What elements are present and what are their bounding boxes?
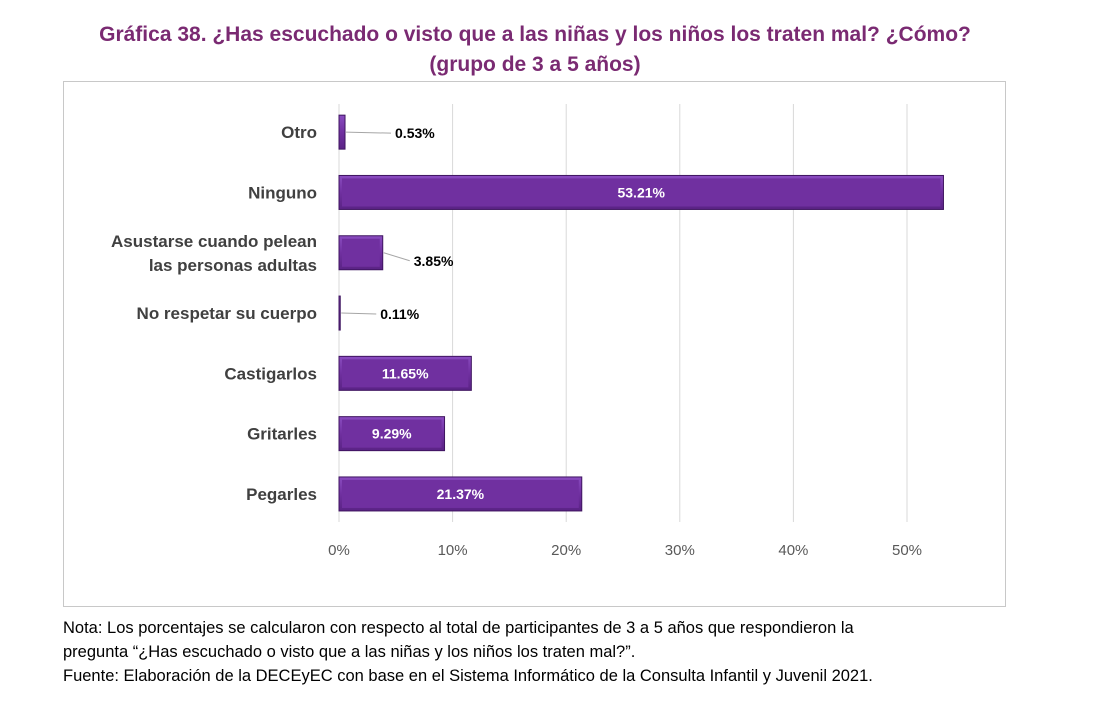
gridlines	[338, 104, 908, 522]
bar-face	[342, 238, 380, 267]
bar-face	[342, 359, 469, 388]
data-label: 0.53%	[395, 125, 435, 141]
notes: Nota: Los porcentajes se calcularon con …	[63, 616, 1063, 688]
bar	[338, 114, 346, 150]
x-tick-label: 40%	[778, 542, 808, 559]
bar-face	[342, 419, 442, 448]
source-line: Fuente: Elaboración de la DECEyEC con ba…	[63, 667, 873, 685]
x-tick-label: 50%	[892, 542, 922, 559]
category-labels: Otro Ninguno Asustarse cuando pelean las pe…	[111, 123, 317, 504]
data-label: 3.85%	[414, 253, 454, 269]
x-tick-label: 20%	[551, 542, 581, 559]
leader-line	[341, 312, 377, 315]
bars	[338, 114, 944, 512]
bar-face	[342, 178, 941, 207]
x-tick-label: 10%	[438, 542, 468, 559]
x-tick-labels: 0% 10% 20% 30% 40% 50%	[328, 542, 922, 559]
note-line-1: Nota: Los porcentajes se calcularon con …	[63, 619, 854, 637]
x-tick-label: 30%	[665, 542, 695, 559]
category-label: Asustarse cuando pelean	[111, 232, 317, 251]
category-label: No respetar su cuerpo	[137, 304, 317, 323]
data-labels: 0.53% 53.21% 3.85% 0.11% 11.65% 9.29% 21.37%	[341, 125, 666, 502]
data-label: 9.29%	[372, 426, 412, 442]
category-label: Gritarles	[247, 425, 317, 444]
chart-title: Gráfica 38. ¿Has escuchado o visto que a…	[0, 20, 1070, 80]
chart-title-line1: Gráfica 38. ¿Has escuchado o visto que a…	[99, 23, 971, 46]
leader-line	[346, 131, 392, 134]
leader-line	[383, 252, 410, 262]
category-label: Otro	[281, 123, 317, 142]
note-line-2: pregunta “¿Has escuchado o visto que a l…	[63, 643, 636, 661]
category-label: Pegarles	[246, 485, 317, 504]
bar	[338, 295, 341, 331]
bar-face	[342, 479, 579, 508]
data-label: 11.65%	[382, 365, 429, 381]
category-label: las personas adultas	[149, 256, 317, 275]
chart-frame	[63, 81, 1006, 607]
chart-title-line2: (grupo de 3 a 5 años)	[429, 53, 641, 76]
data-label: 21.37%	[437, 486, 485, 502]
category-label: Castigarlos	[224, 364, 317, 383]
data-label: 0.11%	[380, 306, 419, 322]
x-tick-label: 0%	[328, 542, 350, 559]
category-label: Ninguno	[248, 183, 317, 202]
data-label: 53.21%	[617, 184, 665, 200]
